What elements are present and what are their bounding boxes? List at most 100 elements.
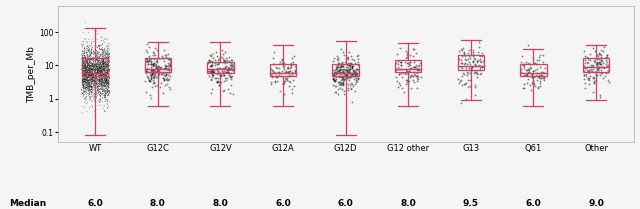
- Point: [93, 66, 104, 69]
- Point: [146, 57, 156, 60]
- Point: [104, 68, 114, 71]
- Point: [103, 94, 113, 97]
- Point: [212, 80, 223, 84]
- Point: [160, 63, 170, 66]
- Point: [87, 76, 97, 79]
- Point: [350, 72, 360, 75]
- Point: [330, 70, 340, 74]
- Point: [86, 76, 97, 79]
- Point: [103, 88, 113, 92]
- Point: [102, 68, 112, 72]
- Point: [405, 63, 415, 66]
- Point: [79, 81, 89, 85]
- Point: [90, 67, 100, 70]
- Point: [78, 59, 88, 62]
- Point: [103, 63, 113, 67]
- Point: [409, 65, 419, 69]
- Point: [90, 74, 100, 77]
- Point: [94, 75, 104, 79]
- Point: [465, 78, 475, 81]
- Point: [102, 59, 112, 62]
- Point: [99, 76, 109, 80]
- Point: [85, 58, 95, 61]
- Point: [351, 78, 361, 81]
- Point: [339, 67, 349, 71]
- Point: [90, 54, 100, 57]
- Point: [337, 78, 348, 81]
- Point: [83, 84, 93, 88]
- Point: [100, 55, 110, 58]
- Bar: [82, 58, 108, 75]
- Point: [391, 68, 401, 71]
- Point: [84, 47, 94, 50]
- Point: [104, 90, 114, 93]
- Point: [86, 84, 96, 88]
- Point: [77, 66, 87, 70]
- Point: [97, 64, 108, 67]
- Point: [81, 81, 91, 85]
- Point: [83, 65, 93, 69]
- Point: [163, 71, 173, 75]
- Point: [89, 85, 99, 89]
- Point: [81, 94, 91, 97]
- Point: [146, 60, 156, 63]
- Point: [77, 61, 88, 65]
- Point: [100, 74, 110, 77]
- Point: [352, 67, 362, 70]
- Point: [88, 71, 98, 75]
- Point: [102, 79, 113, 82]
- Point: [153, 73, 163, 76]
- Point: [348, 69, 358, 73]
- Point: [149, 82, 159, 85]
- Point: [100, 56, 110, 60]
- Point: [85, 58, 95, 61]
- Point: [83, 93, 93, 97]
- Point: [81, 85, 91, 89]
- Point: [79, 74, 90, 77]
- Point: [454, 50, 464, 53]
- Point: [144, 78, 154, 82]
- Point: [460, 57, 470, 60]
- Point: [84, 69, 94, 72]
- Point: [337, 75, 347, 78]
- Point: [84, 52, 95, 56]
- Point: [94, 75, 104, 79]
- Point: [404, 60, 415, 64]
- Point: [79, 50, 90, 53]
- Point: [79, 86, 90, 89]
- Point: [413, 64, 423, 68]
- Point: [84, 64, 94, 67]
- Point: [404, 62, 414, 66]
- Point: [100, 75, 110, 78]
- Point: [403, 80, 413, 83]
- Point: [77, 53, 87, 56]
- Point: [100, 76, 110, 79]
- Point: [154, 64, 164, 67]
- Point: [83, 81, 93, 84]
- Point: [220, 88, 230, 92]
- Point: [92, 63, 102, 66]
- Point: [77, 51, 88, 55]
- Point: [84, 87, 95, 90]
- Point: [163, 78, 173, 82]
- Point: [97, 55, 108, 58]
- Point: [88, 77, 99, 80]
- Point: [207, 68, 217, 72]
- Point: [337, 87, 348, 91]
- Point: [88, 64, 99, 68]
- Point: [146, 75, 156, 78]
- Point: [102, 49, 112, 52]
- Point: [93, 51, 104, 54]
- Point: [84, 71, 94, 74]
- Point: [408, 70, 419, 74]
- Point: [86, 65, 97, 69]
- Point: [86, 43, 97, 46]
- Point: [97, 84, 107, 87]
- Point: [95, 99, 105, 103]
- Point: [83, 77, 93, 81]
- Point: [89, 68, 99, 71]
- Point: [92, 85, 102, 89]
- Point: [77, 57, 88, 60]
- Point: [340, 65, 351, 69]
- Point: [335, 62, 345, 65]
